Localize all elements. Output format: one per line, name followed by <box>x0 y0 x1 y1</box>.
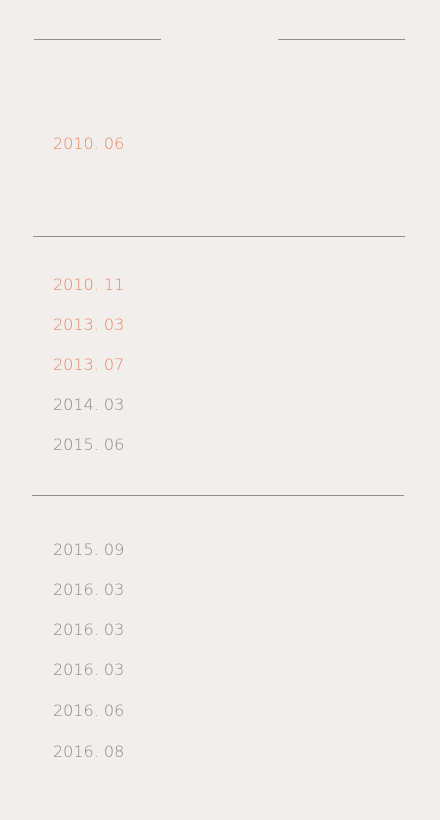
timeline-date: 2016. 03 <box>53 580 125 599</box>
timeline-date: 2016. 06 <box>53 701 125 720</box>
timeline-date: 2015. 06 <box>53 435 125 454</box>
timeline-date: 2010. 11 <box>53 275 125 294</box>
timeline-date: 2016. 03 <box>53 620 125 639</box>
section-divider <box>32 495 404 496</box>
timeline-date: 2016. 08 <box>53 742 125 761</box>
top-divider-right <box>278 39 405 40</box>
timeline-date: 2016. 03 <box>53 660 125 679</box>
top-divider-left <box>34 39 161 40</box>
timeline-date: 2015. 09 <box>53 540 125 559</box>
timeline-date: 2013. 07 <box>53 355 125 374</box>
section-divider <box>33 236 405 237</box>
timeline-date: 2013. 03 <box>53 315 125 334</box>
timeline-date: 2014. 03 <box>53 395 125 414</box>
timeline-date: 2010. 06 <box>53 134 125 153</box>
